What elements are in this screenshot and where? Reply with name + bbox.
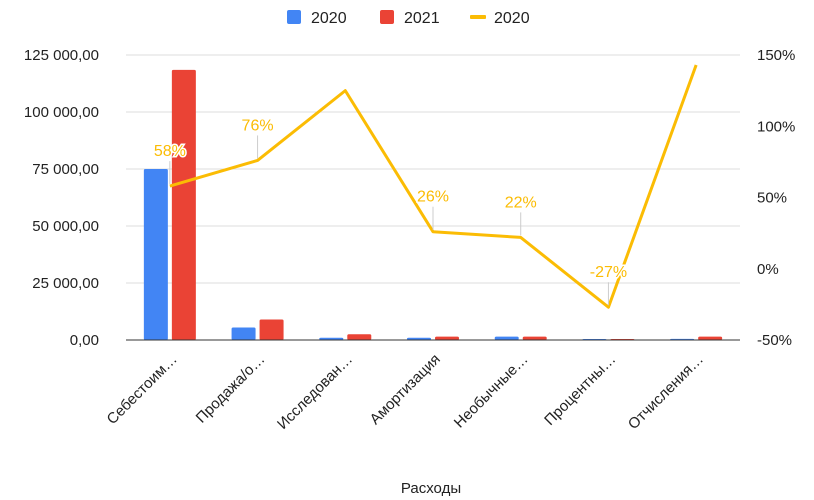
legend-swatch bbox=[470, 15, 486, 19]
bar-2021 bbox=[259, 319, 284, 340]
category-label: Себестоим… bbox=[104, 351, 181, 428]
bar-2021 bbox=[698, 336, 723, 340]
category-labels: Себестоим… Продажа/о… Исследован… Амортизац… bbox=[104, 351, 707, 433]
bar-2020 bbox=[143, 169, 168, 340]
legend-swatch bbox=[380, 10, 394, 24]
data-label: 76% bbox=[242, 117, 274, 134]
bar-2020 bbox=[407, 337, 431, 340]
data-label: 58% bbox=[154, 143, 186, 160]
x-axis-title: Расходы bbox=[401, 480, 461, 497]
bar-2021 bbox=[522, 336, 547, 340]
right-tick-label: 150% bbox=[757, 47, 795, 64]
legend-label: 2020 bbox=[311, 10, 347, 27]
left-tick-label: 125 000,00 bbox=[24, 47, 99, 64]
legend: 2020 2021 2020 bbox=[287, 10, 530, 27]
category-label: Амортизация bbox=[367, 351, 444, 428]
data-label: 26% bbox=[417, 189, 449, 206]
category-label: Процентны… bbox=[541, 351, 619, 429]
bar-2020 bbox=[319, 337, 344, 340]
legend-swatch bbox=[287, 10, 301, 24]
bar-2021 bbox=[171, 69, 196, 340]
right-axis-ticks: -50% 0% 50% 100% 150% bbox=[757, 47, 795, 349]
left-tick-label: 0,00 bbox=[70, 332, 99, 349]
line-series bbox=[169, 64, 698, 309]
bar-2021 bbox=[347, 334, 372, 340]
bar-2020 bbox=[494, 336, 519, 340]
legend-label: 2020 bbox=[494, 10, 530, 27]
left-tick-label: 25 000,00 bbox=[32, 275, 99, 292]
data-labels: 58% 76% 26% 22% -27% bbox=[152, 116, 629, 306]
left-tick-label: 100 000,00 bbox=[24, 104, 99, 121]
category-label: Отчисления… bbox=[625, 351, 707, 433]
right-tick-label: 50% bbox=[757, 190, 787, 207]
right-tick-label: -50% bbox=[757, 332, 792, 349]
category-label: Продажа/о… bbox=[193, 351, 269, 427]
category-label: Исследован… bbox=[274, 351, 356, 433]
bar-2020 bbox=[231, 327, 256, 340]
data-label: -27% bbox=[590, 264, 627, 281]
legend-label: 2021 bbox=[404, 10, 440, 27]
left-axis-ticks: 0,00 25 000,00 50 000,00 75 000,00 100 000,0… bbox=[24, 47, 99, 349]
right-tick-label: 0% bbox=[757, 261, 779, 278]
left-tick-label: 50 000,00 bbox=[32, 218, 99, 235]
data-label: 22% bbox=[505, 194, 537, 211]
left-tick-label: 75 000,00 bbox=[32, 161, 99, 178]
category-label: Необычные… bbox=[451, 351, 532, 432]
right-tick-label: 100% bbox=[757, 118, 795, 135]
gridlines bbox=[126, 54, 740, 284]
bar-2021 bbox=[435, 336, 459, 340]
